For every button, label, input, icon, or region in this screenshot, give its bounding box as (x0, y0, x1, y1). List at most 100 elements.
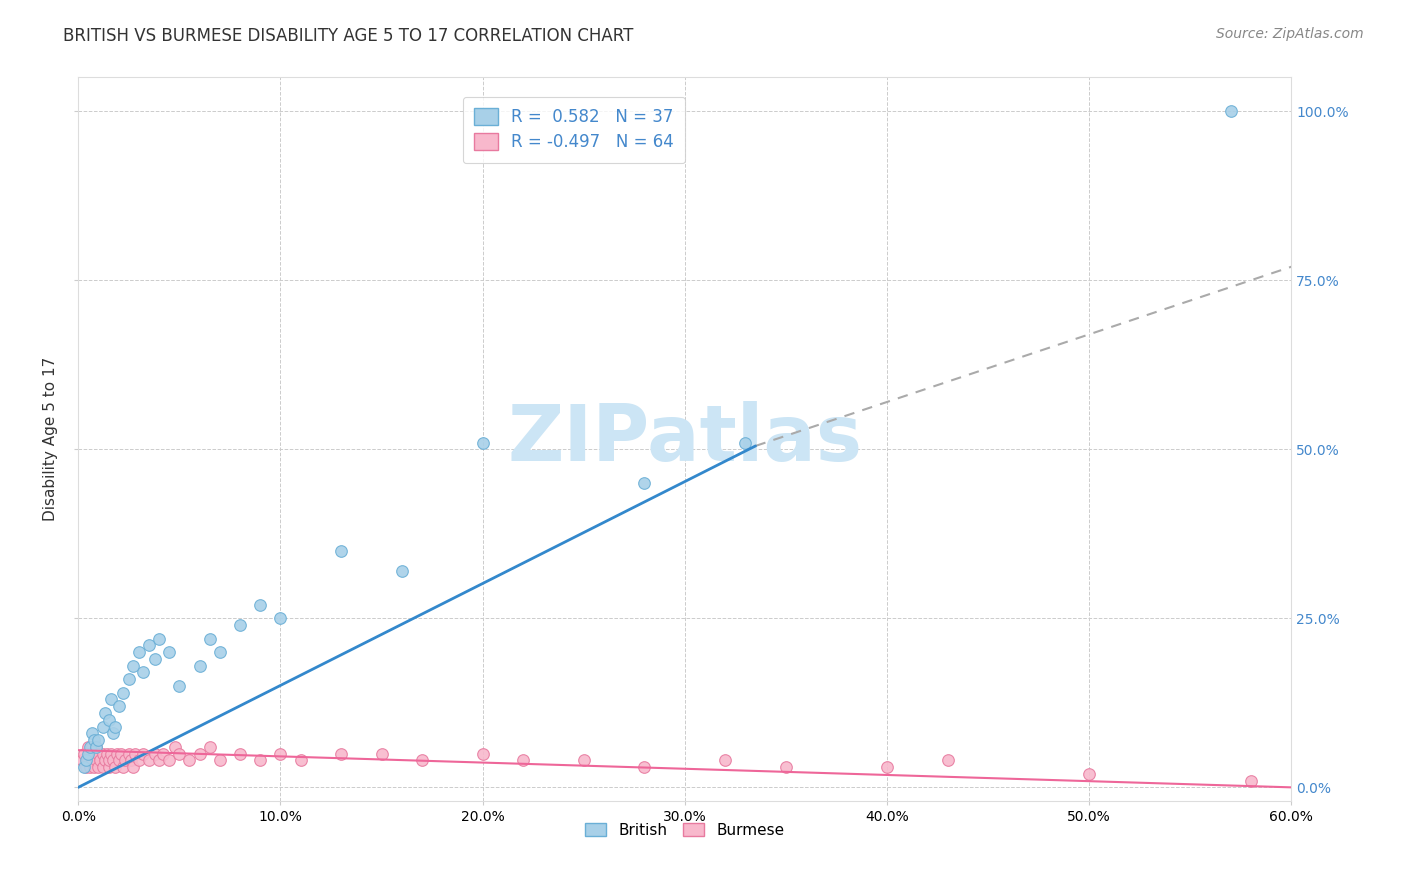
Point (391, 564, 413, 578)
Point (208, 645, 231, 659)
Point (104, 719, 127, 733)
Point (269, 747, 291, 761)
Y-axis label: Disability Age 5 to 17: Disability Age 5 to 17 (44, 357, 58, 521)
Point (198, 739, 221, 754)
Point (876, 760, 898, 774)
Point (96, 747, 118, 761)
Point (105, 747, 128, 761)
Point (120, 753, 142, 767)
Point (249, 598, 271, 612)
Point (169, 747, 191, 761)
Point (330, 543, 353, 558)
Point (734, 435, 756, 450)
Point (118, 672, 141, 686)
Legend: British, Burmese: British, Burmese (579, 816, 790, 844)
Point (249, 753, 271, 767)
Point (143, 652, 166, 666)
Point (143, 747, 166, 761)
Point (86, 739, 108, 754)
Point (1078, 767, 1101, 781)
Point (128, 753, 150, 767)
Point (87, 760, 110, 774)
Point (73, 747, 96, 761)
Point (72, 753, 94, 767)
Point (138, 753, 160, 767)
Point (229, 618, 252, 632)
Point (290, 753, 312, 767)
Point (82, 726, 104, 740)
Point (188, 658, 211, 673)
Point (152, 747, 174, 761)
Point (188, 747, 211, 761)
Point (110, 747, 132, 761)
Point (179, 753, 201, 767)
Point (87, 733, 110, 747)
Point (97, 760, 120, 774)
Point (157, 645, 180, 659)
Point (198, 632, 221, 646)
Point (165, 739, 187, 754)
Point (79, 760, 101, 774)
Point (714, 753, 737, 767)
Point (1219, 104, 1241, 119)
Point (148, 753, 170, 767)
Point (124, 747, 146, 761)
Point (157, 753, 180, 767)
Point (101, 726, 124, 740)
Point (101, 753, 124, 767)
Point (100, 692, 122, 706)
Point (75, 760, 97, 774)
Point (128, 645, 150, 659)
Point (82, 739, 104, 754)
Point (83, 747, 105, 761)
Point (93, 753, 115, 767)
Point (208, 753, 231, 767)
Point (91, 719, 114, 733)
Point (83, 733, 105, 747)
Point (936, 753, 959, 767)
Point (330, 747, 353, 761)
Point (107, 753, 129, 767)
Point (633, 760, 655, 774)
Point (82, 753, 104, 767)
Point (100, 747, 122, 761)
Point (111, 760, 134, 774)
Point (370, 747, 392, 761)
Point (132, 747, 155, 761)
Point (89, 753, 111, 767)
Point (77, 739, 100, 754)
Point (79, 739, 101, 754)
Point (73, 760, 96, 774)
Point (132, 665, 155, 680)
Point (107, 699, 129, 714)
Point (169, 679, 191, 693)
Point (471, 747, 494, 761)
Point (572, 753, 595, 767)
Point (121, 658, 143, 673)
Point (114, 753, 136, 767)
Point (86, 739, 108, 754)
Point (111, 686, 134, 700)
Point (1240, 773, 1263, 788)
Point (775, 760, 797, 774)
Point (118, 747, 141, 761)
Point (83, 760, 105, 774)
Point (97, 713, 120, 727)
Point (87, 747, 110, 761)
Point (77, 747, 100, 761)
Point (97, 753, 120, 767)
Point (91, 747, 114, 761)
Point (138, 639, 160, 653)
Point (91, 760, 114, 774)
Point (86, 753, 108, 767)
Point (269, 611, 291, 625)
Point (633, 476, 655, 491)
Point (77, 753, 100, 767)
Point (229, 747, 252, 761)
Point (93, 706, 115, 720)
Text: BRITISH VS BURMESE DISABILITY AGE 5 TO 17 CORRELATION CHART: BRITISH VS BURMESE DISABILITY AGE 5 TO 1… (63, 27, 634, 45)
Point (75, 753, 97, 767)
Text: ZIPatlas: ZIPatlas (508, 401, 862, 477)
Point (148, 632, 170, 646)
Point (104, 760, 127, 774)
